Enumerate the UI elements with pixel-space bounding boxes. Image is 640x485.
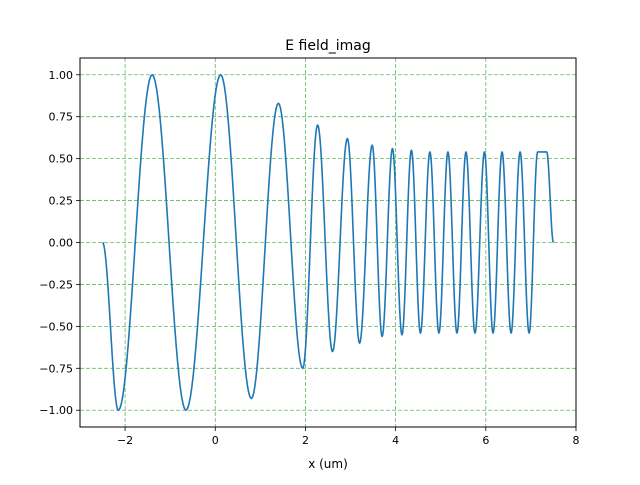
y-tick-label: 0.00 — [49, 237, 74, 250]
series-line-group — [101, 73, 555, 412]
x-tick-label: 2 — [302, 434, 309, 447]
y-tick-label: 0.75 — [49, 111, 74, 124]
y-axis-ticks: 1.00 0.75 0.50 0.25 0.00 −0.25 −0.50 −0.75 −1.00 — [39, 69, 80, 417]
y-tick-label: −0.25 — [39, 278, 73, 291]
y-tick-label: −1.00 — [39, 404, 73, 417]
series-line — [101, 73, 555, 412]
x-tick-label: 6 — [482, 434, 489, 447]
x-tick-label: −2 — [117, 434, 133, 447]
chart-title: E field_imag — [285, 38, 371, 54]
x-tick-label: 4 — [392, 434, 399, 447]
x-axis-label: x (um) — [308, 457, 348, 471]
y-tick-label: −0.50 — [39, 320, 73, 333]
y-tick-label: −0.75 — [39, 362, 73, 375]
x-axis-ticks: −2 0 2 4 6 8 — [117, 427, 580, 447]
y-tick-label: 0.25 — [49, 195, 74, 208]
y-tick-label: 1.00 — [49, 69, 74, 82]
y-tick-label: 0.50 — [49, 153, 74, 166]
x-tick-label: 8 — [573, 434, 580, 447]
x-tick-label: 0 — [212, 434, 219, 447]
